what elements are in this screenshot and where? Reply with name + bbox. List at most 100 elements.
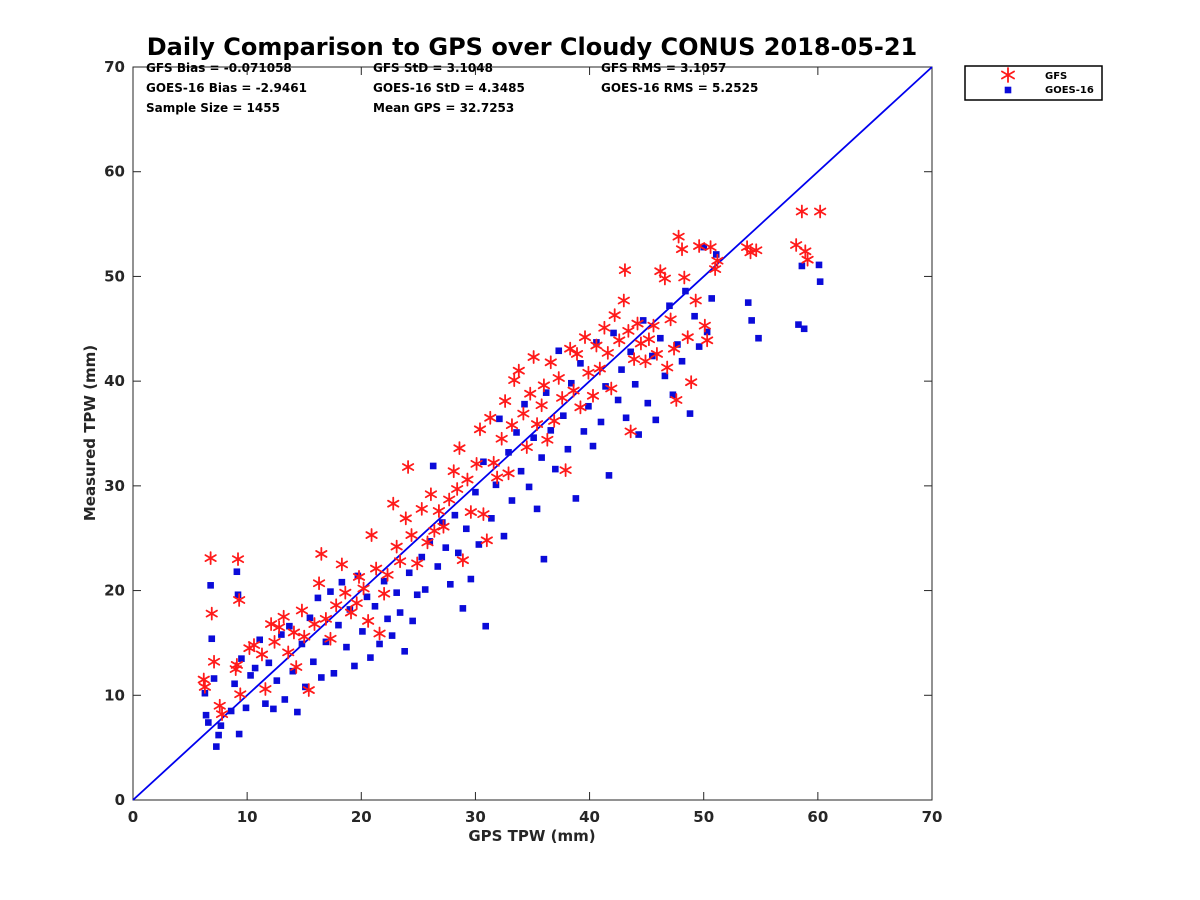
goes-16-point [560,412,567,419]
gfs-point [387,496,400,511]
goes-16-point [467,575,475,583]
goes-16-point [393,589,400,596]
goes-16-point [330,669,338,677]
goes-16-point [380,577,388,585]
goes-16-point [644,399,652,407]
gfs-point [428,523,441,538]
goes-16-point [338,578,346,586]
goes-16-point [614,396,622,404]
gfs-point [207,654,221,669]
goes-16-point [674,341,681,348]
goes-16-point [367,654,374,661]
gfs-point [530,417,544,431]
goes-16-point [666,302,673,310]
plot-area [132,66,933,801]
gfs-point [357,581,370,596]
gfs-point [302,683,315,697]
gfs-point [667,341,681,356]
goes-16-point [459,605,467,612]
goes-16-point [310,658,317,666]
stat-sample-size: Sample Size = 1455 [146,101,280,115]
gfs-point [524,386,537,401]
goes-16-point [657,334,664,342]
gfs-point [801,252,814,267]
goes-16-point [215,731,222,739]
gfs-point [319,611,332,626]
gfs-point [670,393,683,407]
gfs-point [624,424,637,439]
goes-16-point [547,427,555,434]
gfs-point [698,318,711,333]
goes-16-point [703,328,711,336]
gfs-point [613,333,626,348]
goes-16-point [447,580,454,588]
gfs-point [234,687,247,702]
goes-16-point [388,632,396,639]
chart-title: Daily Comparison to GPS over Cloudy CONU… [147,33,918,61]
goes-16-point [227,707,235,715]
goes-16-point [429,462,437,470]
goes-16-point [351,662,358,670]
series-goes-16 [201,243,824,750]
x-tick-label: 70 [922,808,943,826]
gfs-point [552,371,565,385]
legend-gfs-label: GFS [1045,71,1067,82]
goes-16-point [413,591,421,599]
goes-16-point [384,615,391,623]
goes-16-point [235,730,243,738]
goes-16-point [795,321,802,328]
gfs-point [287,625,301,640]
goes-16-point [343,643,350,651]
goes-16-point [213,743,220,750]
gfs-point [350,596,363,611]
gfs-point [365,528,378,542]
y-tick-label: 10 [104,686,125,704]
goes-16-point [682,287,689,295]
goes-16-point [210,675,218,682]
goes-16-point [298,640,306,648]
goes-16-point [480,458,487,466]
goes-16-point [605,472,613,479]
gfs-point [373,626,386,641]
gfs-point [324,631,337,646]
gfs-point [290,660,303,674]
goes-16-point [401,648,408,655]
gfs-point [508,373,521,387]
goes-16-point [800,325,808,333]
goes-16-point [231,680,238,688]
goes-16-point [335,621,342,629]
gfs-point [259,682,272,696]
gfs-point [535,398,548,413]
gfs-point [520,440,533,455]
gfs-point [330,598,343,613]
x-tick-label: 20 [351,808,372,826]
gfs-point [308,617,321,631]
gfs-point [470,456,483,471]
gfs-point [744,245,757,260]
x-axis-label: GPS TPW (mm) [468,827,595,845]
goes-16-point [631,380,639,388]
goes-16-point [533,505,541,513]
goes-16-point [434,563,442,570]
goes-16-point [289,667,297,675]
goes-16-point [627,348,634,356]
goes-16-point [552,465,559,473]
gfs-point [405,528,418,542]
gfs-point [647,318,660,333]
goes-16-point [530,434,537,441]
goes-16-point [376,640,383,648]
gfs-point [517,406,530,421]
gfs-point [693,239,706,253]
goes-16-point [815,261,823,269]
goes-16-point [217,722,225,729]
gfs-point [608,308,621,323]
gfs-point [268,634,281,649]
goes-16-point [500,532,508,540]
goes-16-point [327,588,334,595]
gfs-point [512,363,525,378]
goes-16-point [748,317,755,324]
gfs-point [570,347,584,361]
gfs-point [814,204,827,219]
gfs-point [658,271,672,286]
